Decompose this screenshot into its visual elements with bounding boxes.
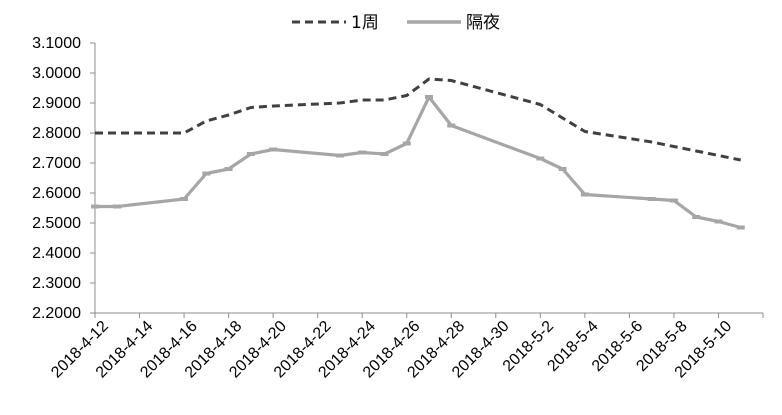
y-tick-label: 2.4000 bbox=[32, 245, 81, 262]
y-tick-label: 3.1000 bbox=[32, 35, 81, 52]
y-tick-label: 2.2000 bbox=[32, 305, 81, 322]
y-tick-label: 3.0000 bbox=[32, 65, 81, 82]
data-point bbox=[335, 153, 344, 158]
data-point bbox=[202, 171, 211, 176]
y-tick-label: 2.9000 bbox=[32, 95, 81, 112]
data-point bbox=[224, 167, 233, 171]
data-point bbox=[91, 204, 99, 209]
plot-series bbox=[91, 77, 745, 230]
data-point bbox=[358, 150, 367, 155]
x-axis: 2018-4-122018-4-142018-4-162018-4-182018… bbox=[48, 312, 764, 381]
legend-label-overnight: 隔夜 bbox=[466, 13, 500, 33]
data-point bbox=[714, 219, 723, 224]
data-point bbox=[580, 192, 589, 197]
data-point bbox=[736, 225, 745, 230]
data-point bbox=[558, 167, 567, 171]
data-point bbox=[246, 152, 255, 156]
series-line-week bbox=[95, 77, 741, 162]
data-point bbox=[425, 95, 433, 99]
y-tick-label: 2.3000 bbox=[32, 275, 81, 292]
legend: 1周 隔夜 bbox=[292, 13, 500, 33]
y-tick-label: 2.5000 bbox=[32, 215, 81, 232]
y-tick-label: 2.8000 bbox=[32, 125, 81, 142]
data-point bbox=[692, 215, 701, 219]
legend-label-week: 1周 bbox=[351, 13, 379, 33]
y-axis: 2.2000 2.3000 2.4000 2.5000 2.6000 2.7000 2.80… bbox=[32, 35, 96, 322]
y-tick-label: 2.6000 bbox=[32, 185, 81, 202]
data-point bbox=[447, 123, 456, 128]
series-line-overnight bbox=[95, 95, 742, 230]
data-point bbox=[180, 197, 189, 201]
y-tick-label: 2.7000 bbox=[32, 155, 81, 172]
data-point bbox=[669, 198, 678, 203]
data-point bbox=[113, 204, 122, 209]
data-point bbox=[269, 147, 278, 152]
data-point bbox=[647, 197, 656, 201]
data-point bbox=[536, 156, 545, 161]
data-point bbox=[402, 141, 411, 146]
data-point bbox=[380, 152, 389, 156]
